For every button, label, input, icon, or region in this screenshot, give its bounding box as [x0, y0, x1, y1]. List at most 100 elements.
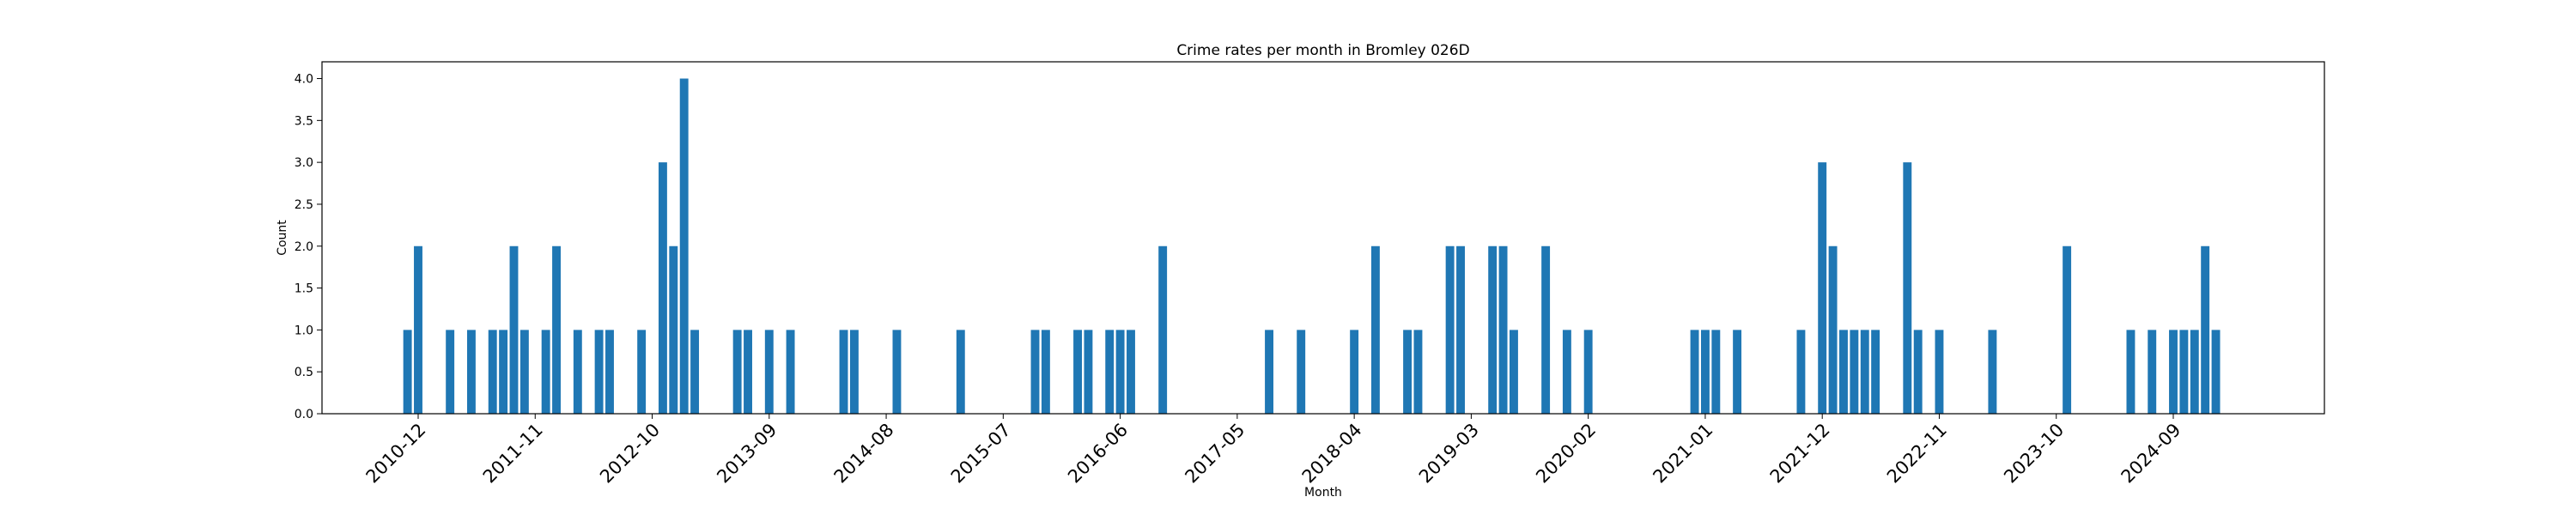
bar-2024-12 — [2201, 245, 2210, 414]
bar-2021-12 — [1818, 162, 1827, 414]
bar-2019-10 — [1541, 245, 1551, 414]
chart-title: Crime rates per month in Bromley 026D — [1176, 42, 1469, 59]
bar-2016-05 — [1105, 330, 1115, 414]
bar-2021-04 — [1733, 330, 1742, 414]
bar-2016-07 — [1127, 330, 1135, 414]
bar-2017-11 — [1297, 330, 1306, 414]
x-tick-label: 2019-03 — [1415, 420, 1483, 488]
bar-2011-10 — [519, 330, 529, 414]
bar-2012-05 — [594, 330, 604, 414]
bars-group — [403, 78, 2221, 415]
y-tick-label: 1.0 — [295, 324, 313, 337]
bar-2025-01 — [2211, 330, 2221, 414]
x-axis: 2010-12 2011-11 2012-10 2013-09 2014-08 2015-… — [362, 414, 2185, 488]
bar-2019-06 — [1498, 245, 1508, 414]
bar-2011-05 — [466, 330, 476, 414]
bar-2022-02 — [1839, 330, 1848, 414]
bar-2010-11 — [403, 330, 412, 414]
bar-2014-05 — [849, 330, 859, 414]
y-tick-label: 2.0 — [295, 240, 313, 254]
x-tick-label: 2014-08 — [830, 420, 898, 488]
y-tick-label: 3.5 — [295, 114, 313, 128]
x-tick-label: 2013-09 — [713, 420, 781, 488]
x-tick-label: 2023-10 — [2000, 420, 2068, 488]
bar-2018-06 — [1370, 245, 1380, 414]
bar-2015-10 — [1030, 330, 1040, 414]
bar-2015-03 — [956, 330, 965, 414]
x-tick-label: 2010-12 — [362, 420, 430, 488]
x-tick-label: 2016-06 — [1064, 420, 1132, 488]
bar-2019-05 — [1488, 245, 1498, 414]
bar-2012-09 — [637, 330, 647, 414]
x-tick-label: 2021-01 — [1649, 420, 1716, 488]
bar-2016-06 — [1115, 330, 1125, 414]
x-tick-label: 2015-07 — [947, 420, 1015, 488]
bar-2022-11 — [1935, 330, 1944, 414]
bar-2011-03 — [446, 330, 455, 414]
bar-2013-01 — [679, 78, 689, 415]
bar-2019-02 — [1456, 245, 1465, 414]
bar-2012-11 — [658, 162, 667, 414]
bar-2013-11 — [786, 330, 795, 414]
y-tick-label: 3.0 — [295, 156, 313, 170]
x-tick-label: 2018-04 — [1298, 420, 1366, 488]
x-tick-label: 2022-11 — [1883, 420, 1951, 488]
bar-2020-12 — [1690, 330, 1699, 414]
bar-2024-05 — [2126, 330, 2136, 414]
x-tick-label: 2012-10 — [596, 420, 664, 488]
y-axis-label: Count — [276, 220, 289, 256]
y-tick-label: 4.0 — [295, 73, 313, 87]
bar-2024-10 — [2179, 330, 2189, 414]
y-tick-label: 0.0 — [295, 408, 313, 421]
bar-2022-04 — [1860, 330, 1869, 414]
bar-2021-02 — [1711, 330, 1721, 414]
bar-2013-02 — [690, 330, 700, 414]
bar-2011-08 — [499, 330, 508, 414]
bar-2023-04 — [1988, 330, 1997, 414]
bar-2019-01 — [1445, 245, 1455, 414]
plot-frame — [321, 61, 2325, 415]
bar-2011-09 — [509, 245, 519, 414]
bar-2022-09 — [1913, 330, 1923, 414]
bar-2024-07 — [2148, 330, 2157, 414]
bar-2016-03 — [1084, 330, 1093, 414]
bar-2016-02 — [1073, 330, 1082, 414]
bar-2012-01 — [552, 245, 561, 414]
bar-2024-09 — [2169, 330, 2178, 414]
x-tick-label: 2020-02 — [1532, 420, 1600, 488]
bar-2013-09 — [764, 330, 774, 414]
bar-2010-12 — [414, 245, 422, 414]
bar-2011-07 — [488, 330, 497, 414]
bar-2020-02 — [1583, 330, 1593, 414]
y-axis: 0.0 0.5 1.0 1.5 2.0 2.5 3.0 3.5 4.0 — [295, 73, 322, 421]
x-axis-label: Month — [1304, 486, 1342, 500]
bar-2024-11 — [2190, 330, 2199, 414]
bar-2016-10 — [1158, 245, 1168, 414]
bar-2014-04 — [839, 330, 848, 414]
y-tick-label: 2.5 — [295, 198, 313, 212]
bar-2012-03 — [573, 330, 582, 414]
bar-2022-01 — [1828, 245, 1838, 414]
bar-2022-03 — [1850, 330, 1859, 414]
bar-2022-08 — [1903, 162, 1912, 414]
y-tick-label: 0.5 — [295, 366, 313, 379]
bar-2018-09 — [1403, 330, 1413, 414]
bar-2021-10 — [1796, 330, 1806, 414]
bar-2012-12 — [669, 245, 678, 414]
bar-2019-12 — [1562, 330, 1571, 414]
y-tick-label: 1.5 — [295, 282, 313, 296]
bar-2011-12 — [541, 330, 550, 414]
bar-2018-10 — [1413, 330, 1423, 414]
bar-2023-11 — [2063, 245, 2072, 414]
bar-2015-11 — [1041, 330, 1050, 414]
bar-2022-05 — [1871, 330, 1880, 414]
bar-2018-04 — [1350, 330, 1359, 414]
bar-2019-07 — [1510, 330, 1518, 414]
x-tick-label: 2011-11 — [479, 420, 547, 488]
bar-2013-07 — [744, 330, 752, 414]
bar-2013-06 — [732, 330, 742, 414]
bar-2021-01 — [1700, 330, 1710, 414]
x-tick-label: 2021-12 — [1766, 420, 1834, 488]
bar-2017-08 — [1265, 330, 1273, 414]
